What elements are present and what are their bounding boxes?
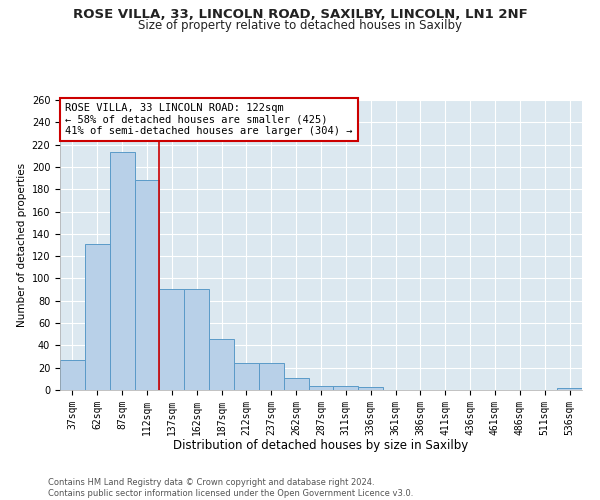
- Bar: [85, 244, 110, 390]
- Bar: [60, 360, 85, 390]
- Text: ROSE VILLA, 33 LINCOLN ROAD: 122sqm
← 58% of detached houses are smaller (425)
4: ROSE VILLA, 33 LINCOLN ROAD: 122sqm ← 58…: [65, 103, 353, 136]
- Text: ROSE VILLA, 33, LINCOLN ROAD, SAXILBY, LINCOLN, LN1 2NF: ROSE VILLA, 33, LINCOLN ROAD, SAXILBY, L…: [73, 8, 527, 20]
- Text: Size of property relative to detached houses in Saxilby: Size of property relative to detached ho…: [138, 18, 462, 32]
- Bar: [134, 180, 160, 390]
- Bar: [160, 288, 184, 390]
- Bar: [234, 363, 259, 390]
- Bar: [110, 152, 134, 390]
- Bar: [557, 388, 582, 390]
- Bar: [184, 288, 209, 390]
- Bar: [259, 363, 284, 390]
- Bar: [334, 386, 358, 390]
- Y-axis label: Number of detached properties: Number of detached properties: [17, 163, 28, 327]
- X-axis label: Distribution of detached houses by size in Saxilby: Distribution of detached houses by size …: [173, 439, 469, 452]
- Bar: [308, 386, 334, 390]
- Text: Contains HM Land Registry data © Crown copyright and database right 2024.
Contai: Contains HM Land Registry data © Crown c…: [48, 478, 413, 498]
- Bar: [358, 386, 383, 390]
- Bar: [284, 378, 308, 390]
- Bar: [209, 338, 234, 390]
